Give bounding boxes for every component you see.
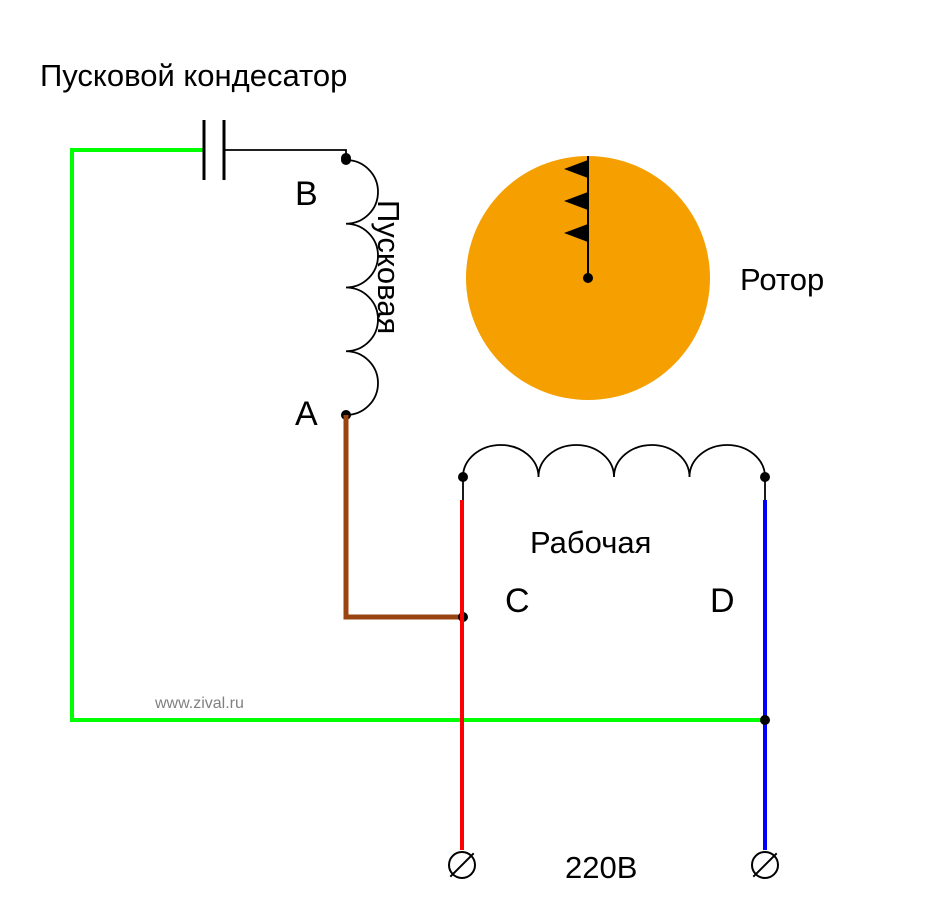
brown-wire xyxy=(346,415,463,617)
watermark-label: www.zival.ru xyxy=(155,695,244,713)
node-A-label: A xyxy=(295,395,318,434)
run-coil-icon xyxy=(463,445,765,477)
node-B-label: B xyxy=(295,175,318,214)
rotor-label: Ротор xyxy=(740,262,824,298)
start-winding-label: Пусковая xyxy=(370,200,406,334)
node-D-label: D xyxy=(710,582,735,621)
voltage-label: 220В xyxy=(565,850,637,886)
run-winding-label: Рабочая xyxy=(530,525,651,561)
node-C-label: C xyxy=(505,582,530,621)
title-label: Пусковой кондесатор xyxy=(40,58,347,94)
